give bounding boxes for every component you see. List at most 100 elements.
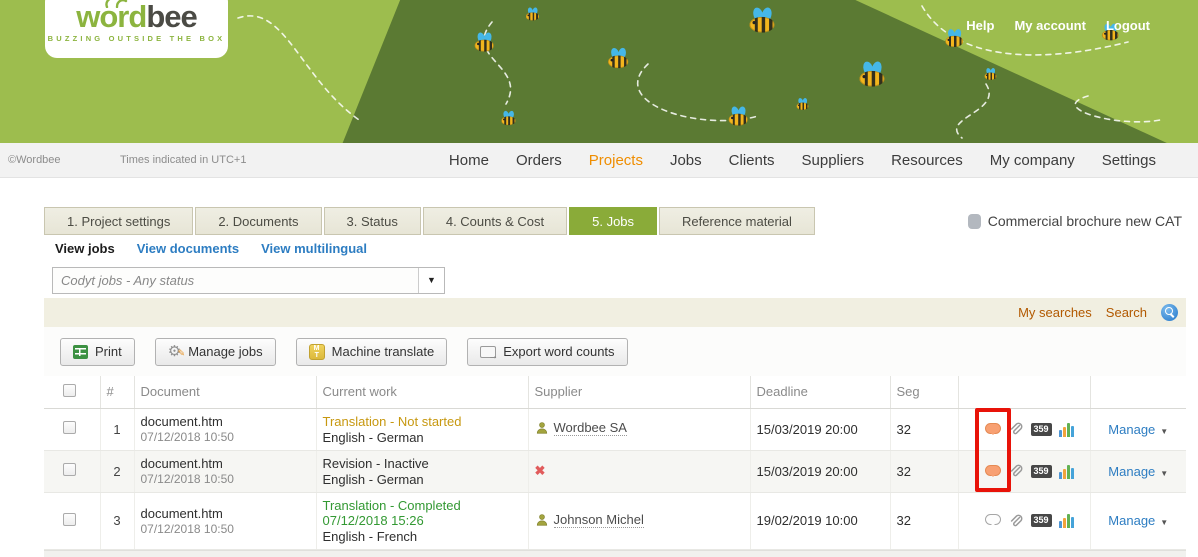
supplier-name-link[interactable]: Wordbee SA bbox=[553, 420, 627, 436]
info-icon[interactable] bbox=[967, 213, 981, 229]
print-button-label: Print bbox=[95, 344, 122, 359]
nav-menu: Home Orders Projects Jobs Clients Suppli… bbox=[449, 143, 1156, 178]
manage-dropdown[interactable]: Manage bbox=[1108, 463, 1156, 479]
search-strip: My searches Search bbox=[44, 298, 1186, 327]
work-status: Translation - Completed bbox=[322, 497, 461, 513]
attachment-icon[interactable] bbox=[1008, 421, 1024, 437]
word-count-badge[interactable]: 359 bbox=[1030, 422, 1052, 436]
select-all-checkbox[interactable] bbox=[63, 383, 76, 397]
machine-translate-button[interactable]: Machine translate bbox=[295, 337, 448, 366]
main-navbar: ©Wordbee Times indicated in UTC+1 Home O… bbox=[0, 143, 1198, 178]
view-subtabs: View jobs View documents View multilingu… bbox=[44, 235, 1186, 262]
seg-value: 32 bbox=[890, 408, 959, 451]
logo-word-part: word bbox=[76, 0, 147, 34]
statistics-icon[interactable] bbox=[1058, 422, 1074, 437]
my-account-link[interactable]: My account bbox=[1014, 18, 1086, 33]
header-supplier: Supplier bbox=[528, 376, 751, 409]
toolbar: Print ⚙ Manage jobs Machine translate Ex… bbox=[44, 327, 1186, 376]
manage-jobs-button[interactable]: ⚙ Manage jobs bbox=[154, 337, 276, 366]
nav-item-jobs[interactable]: Jobs bbox=[669, 152, 702, 169]
print-button[interactable]: Print bbox=[60, 337, 135, 366]
tab-documents[interactable]: 2. Documents bbox=[195, 207, 322, 235]
subtab-view-multilingual[interactable]: View multilingual bbox=[261, 241, 368, 256]
filter-row: Codyt jobs - Any status ▼ bbox=[44, 262, 1186, 298]
logout-link[interactable]: Logout bbox=[1105, 18, 1150, 33]
chevron-down-icon[interactable]: ▼ bbox=[1160, 468, 1169, 478]
work-completed-date: 07/12/2018 15:26 bbox=[322, 512, 424, 528]
my-searches-link[interactable]: My searches bbox=[1018, 305, 1092, 320]
search-link[interactable]: Search bbox=[1105, 305, 1147, 320]
header-seg: Seg bbox=[890, 376, 959, 409]
export-word-counts-button[interactable]: Export word counts bbox=[467, 337, 628, 366]
subtab-view-jobs[interactable]: View jobs bbox=[55, 241, 115, 256]
comment-icon[interactable] bbox=[984, 464, 1001, 477]
tab-reference-material[interactable]: Reference material bbox=[659, 207, 815, 235]
row-checkbox[interactable] bbox=[63, 512, 76, 526]
bee-graphic bbox=[728, 105, 750, 126]
word-count-badge[interactable]: 359 bbox=[1030, 514, 1052, 527]
search-icon[interactable] bbox=[1161, 304, 1178, 321]
bee-graphic bbox=[796, 97, 810, 110]
nav-item-settings[interactable]: Settings bbox=[1101, 152, 1156, 169]
row-checkbox[interactable] bbox=[63, 463, 76, 476]
nav-item-projects[interactable]: Projects bbox=[588, 152, 643, 169]
account-links: Help My account Logout bbox=[966, 18, 1150, 33]
header-select-all bbox=[44, 376, 101, 409]
tab-project-settings[interactable]: 1. Project settings bbox=[44, 207, 194, 235]
job-status-filter[interactable]: Codyt jobs - Any status ▼ bbox=[52, 266, 445, 294]
wordbee-logo[interactable]: wordbee BUZZING OUTSIDE THE BOX bbox=[45, 0, 228, 58]
chevron-down-icon[interactable]: ▼ bbox=[1160, 518, 1169, 527]
tab-jobs[interactable]: 5. Jobs bbox=[569, 207, 658, 235]
no-supplier-icon[interactable]: ✖ bbox=[534, 463, 546, 478]
project-tabs: 1. Project settings 2. Documents 3. Stat… bbox=[44, 207, 1186, 235]
header-num: # bbox=[100, 376, 135, 409]
logo-text: wordbee bbox=[45, 0, 228, 34]
nav-item-suppliers[interactable]: Suppliers bbox=[801, 152, 865, 169]
tab-status[interactable]: 3. Status bbox=[323, 207, 421, 235]
project-name: Commercial brochure new CAT bbox=[987, 213, 1182, 229]
nav-item-resources[interactable]: Resources bbox=[891, 152, 963, 169]
bee-graphic bbox=[859, 60, 886, 87]
header-document: Document bbox=[134, 376, 317, 409]
manage-dropdown[interactable]: Manage bbox=[1108, 421, 1156, 437]
tab-counts-cost[interactable]: 4. Counts & Cost bbox=[422, 207, 568, 235]
attachment-icon[interactable] bbox=[1008, 513, 1024, 529]
chevron-down-icon[interactable]: ▼ bbox=[1160, 426, 1169, 436]
word-count-badge[interactable]: 359 bbox=[1030, 464, 1052, 478]
work-status: Revision - Inactive bbox=[322, 455, 429, 471]
document-date: 07/12/2018 10:50 bbox=[140, 430, 234, 444]
job-status-filter-dropdown-button[interactable]: ▼ bbox=[419, 267, 444, 293]
export-word-counts-button-label: Export word counts bbox=[503, 344, 615, 359]
help-link[interactable]: Help bbox=[966, 18, 995, 33]
nav-item-orders[interactable]: Orders bbox=[515, 152, 562, 169]
document-date: 07/12/2018 10:50 bbox=[140, 472, 234, 486]
manage-jobs-button-label: Manage jobs bbox=[188, 344, 263, 359]
row-checkbox[interactable] bbox=[63, 421, 76, 434]
seg-value: 32 bbox=[890, 492, 959, 550]
person-icon bbox=[536, 422, 547, 434]
subtab-view-documents[interactable]: View documents bbox=[136, 241, 240, 256]
attachment-icon[interactable] bbox=[1008, 463, 1024, 479]
row-icon-set: 359 bbox=[965, 463, 1084, 479]
copyright-text: ©Wordbee bbox=[8, 154, 61, 166]
logo-tagline: BUZZING OUTSIDE THE BOX bbox=[47, 34, 226, 43]
job-status-filter-value[interactable]: Codyt jobs - Any status bbox=[53, 267, 419, 293]
hero-header: wordbee BUZZING OUTSIDE THE BOX Help My … bbox=[0, 0, 1198, 143]
comment-icon[interactable] bbox=[984, 422, 1001, 435]
statistics-icon[interactable] bbox=[1058, 513, 1074, 528]
supplier-cell: Wordbee SA bbox=[535, 420, 627, 436]
document-name: document.htm bbox=[140, 456, 223, 471]
supplier-name-link[interactable]: Johnson Michel bbox=[553, 511, 644, 528]
row-icon-set: 359 bbox=[965, 421, 1084, 437]
nav-item-my-company[interactable]: My company bbox=[989, 152, 1075, 169]
header-icons bbox=[958, 376, 1091, 409]
comment-icon[interactable] bbox=[984, 514, 1001, 526]
document-name: document.htm bbox=[140, 505, 223, 521]
gear-icon: ⚙ bbox=[168, 344, 186, 361]
nav-item-home[interactable]: Home bbox=[448, 152, 489, 169]
statistics-icon[interactable] bbox=[1058, 464, 1074, 479]
nav-item-clients[interactable]: Clients bbox=[728, 152, 775, 169]
row-number: 3 bbox=[100, 492, 135, 550]
work-languages: English - German bbox=[322, 471, 424, 487]
manage-dropdown[interactable]: Manage bbox=[1108, 513, 1156, 528]
